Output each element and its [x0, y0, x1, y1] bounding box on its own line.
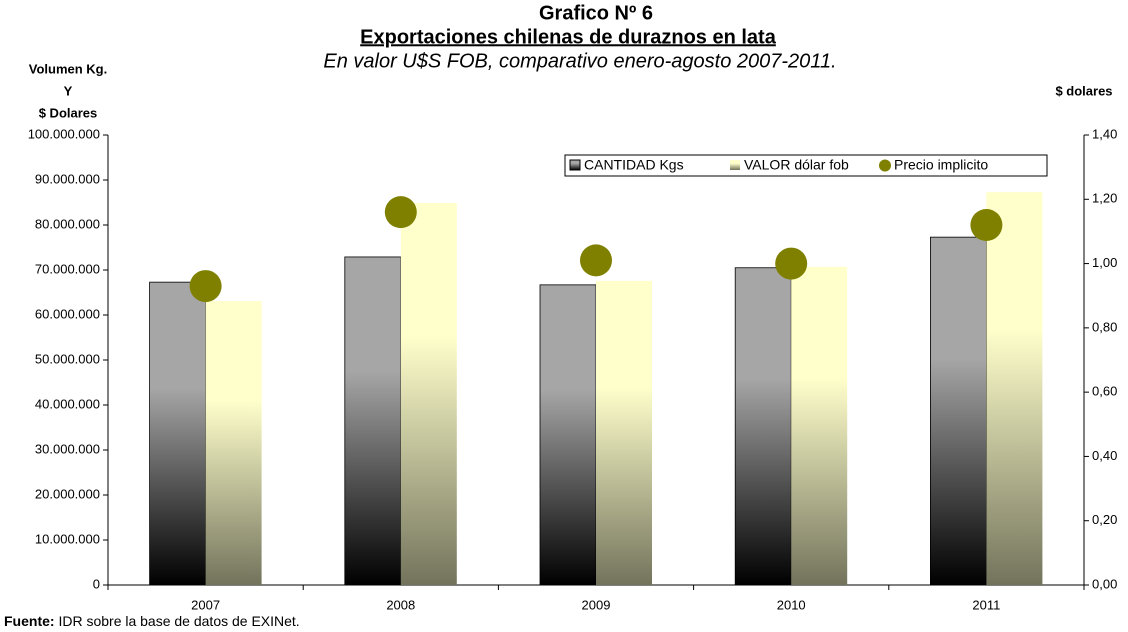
point: [384, 196, 417, 229]
y2-tick-label: 0,00: [1092, 576, 1117, 591]
source-label: Fuente:: [4, 613, 55, 629]
legend-swatch: [569, 159, 581, 171]
bar: [930, 236, 987, 586]
point: [580, 244, 612, 277]
legend-label: VALOR dólar fob: [744, 157, 849, 173]
y-tick-label: 100.000.000: [28, 126, 100, 141]
x-tick-label: 2011: [972, 597, 1000, 612]
bar: [149, 281, 207, 586]
y-tick-label: 20.000.000: [35, 486, 100, 501]
bar: [986, 192, 1043, 585]
bar: [791, 266, 848, 585]
bar: [205, 301, 262, 585]
y2-tick-label: 0,40: [1092, 448, 1117, 463]
legend: CANTIDAD Kgs VALOR dólar fob Precio implic…: [564, 154, 1048, 177]
legend-swatch: [879, 159, 891, 172]
y-axis-label: Volumen Kg.: [29, 61, 107, 76]
bar: [734, 267, 792, 586]
y2-tick-label: 0,60: [1092, 384, 1117, 399]
point: [970, 209, 1003, 241]
y2-axis-label: $ dolares: [1055, 83, 1112, 98]
y-tick-label: 40.000.000: [35, 396, 100, 411]
y-axis-label: $ Dolares: [39, 105, 98, 120]
chart-title: Grafico Nº 6: [539, 2, 653, 24]
x-tick-label: 2008: [386, 597, 415, 612]
y2-tick-label: 0,20: [1092, 512, 1117, 527]
y-tick-label: 0: [93, 576, 100, 591]
bar: [596, 280, 652, 585]
bar: [344, 256, 402, 586]
point: [189, 270, 222, 303]
y-tick-label: 90.000.000: [35, 171, 100, 186]
chart-subtitle2: En valor U$S FOB, comparativo enero-agos…: [323, 50, 836, 72]
chart-subtitle: Exportaciones chilenas de duraznos en la…: [360, 26, 777, 48]
y-tick-label: 10.000.000: [35, 531, 100, 546]
y-tick-label: 70.000.000: [35, 261, 100, 276]
source: Fuente: IDR sobre la base de datos de EX…: [4, 613, 300, 629]
bar: [539, 284, 597, 586]
y-tick-label: 30.000.000: [35, 441, 100, 456]
y-tick-label: 50.000.000: [35, 351, 100, 366]
source-text: IDR sobre la base de datos de EXINet.: [58, 613, 299, 629]
x-tick-label: 2010: [777, 597, 806, 612]
y-axis-label: Y: [64, 83, 73, 98]
bar: [400, 202, 457, 585]
legend-swatch: [730, 160, 740, 170]
y2-tick-label: 1,00: [1092, 255, 1117, 270]
legend-label: CANTIDAD Kgs: [584, 157, 684, 173]
x-tick-label: 2007: [191, 597, 220, 612]
x-tick-label: 2009: [582, 597, 611, 612]
legend-box: [564, 154, 1048, 177]
y2-tick-label: 1,20: [1092, 191, 1117, 206]
y2-tick-label: 1,40: [1092, 126, 1117, 141]
y-tick-label: 80.000.000: [35, 216, 100, 231]
y-tick-label: 60.000.000: [35, 306, 100, 321]
legend-label: Precio implicito: [894, 157, 988, 173]
point: [775, 247, 808, 280]
y2-tick-label: 0,80: [1092, 319, 1117, 334]
